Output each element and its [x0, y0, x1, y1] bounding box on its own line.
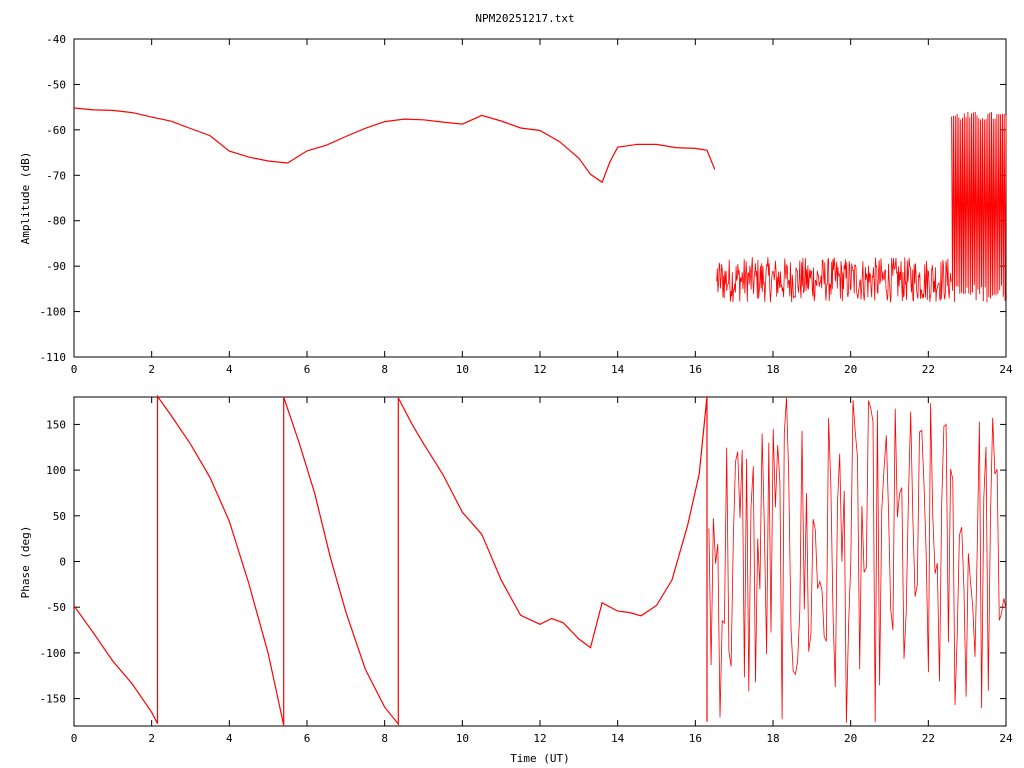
phase-x-tick-label: 22	[922, 732, 935, 745]
amplitude-noise-band	[716, 257, 952, 303]
phase-axis-ticks: 0 2 4 6 8 10 12 14 16 18 20 22 24150100500-50-100-15…	[40, 397, 1013, 745]
chart-title: NPM20251217.txt	[475, 12, 574, 25]
phase-y-axis-label: Phase (deg)	[19, 526, 32, 599]
phase-y-tick-label: -100	[40, 647, 67, 660]
amplitude-x-tick-label: 14	[611, 363, 625, 376]
amplitude-y-tick-label: -100	[40, 306, 67, 319]
phase-x-tick-label: 4	[226, 732, 233, 745]
amplitude-x-tick-label: 12	[533, 363, 546, 376]
phase-y-tick-label: 0	[59, 556, 66, 569]
phase-x-tick-label: 0	[71, 732, 78, 745]
amplitude-recovery-band	[951, 111, 1007, 303]
amplitude-y-axis-label: Amplitude (dB)	[19, 152, 32, 245]
phase-x-tick-label: 8	[381, 732, 388, 745]
phase-x-tick-label: 2	[148, 732, 155, 745]
phase-x-tick-label: 16	[689, 732, 702, 745]
amplitude-x-tick-label: 0	[71, 363, 78, 376]
phase-x-tick-label: 14	[611, 732, 625, 745]
amplitude-x-tick-label: 16	[689, 363, 702, 376]
amplitude-x-tick-label: 22	[922, 363, 935, 376]
amplitude-y-tick-label: -70	[46, 169, 66, 182]
phase-y-tick-label: -150	[40, 693, 67, 706]
amplitude-x-tick-label: 8	[381, 363, 388, 376]
phase-x-tick-label: 10	[456, 732, 469, 745]
amplitude-plot-frame	[73, 38, 1007, 358]
amplitude-y-tick-label: -80	[46, 215, 66, 228]
phase-series	[73, 394, 1007, 726]
amplitude-x-tick-label: 20	[844, 363, 857, 376]
amplitude-axis-ticks: 0 2 4 6 8 10 12 14 16 18 20 22 24-40-50-60-70-80-90-…	[40, 33, 1013, 376]
phase-x-tick-label: 12	[533, 732, 546, 745]
phase-y-tick-label: 100	[46, 464, 66, 477]
phase-x-tick-label: 6	[304, 732, 311, 745]
amplitude-series	[73, 107, 1007, 303]
amplitude-y-tick-label: -40	[46, 33, 66, 46]
amplitude-x-tick-label: 4	[226, 363, 233, 376]
phase-x-tick-label: 18	[766, 732, 779, 745]
phase-y-tick-label: -50	[46, 601, 66, 614]
x-axis-label: Time (UT)	[510, 752, 570, 765]
amplitude-y-tick-label: -110	[40, 351, 67, 364]
phase-x-tick-label: 24	[999, 732, 1013, 745]
amplitude-x-tick-label: 6	[304, 363, 311, 376]
amplitude-y-tick-label: -60	[46, 124, 66, 137]
amplitude-x-tick-label: 18	[766, 363, 779, 376]
phase-noise-band	[708, 397, 1007, 723]
amplitude-y-tick-label: -90	[46, 260, 66, 273]
amplitude-line	[73, 107, 716, 184]
phase-line	[73, 394, 708, 726]
amplitude-x-tick-label: 24	[999, 363, 1013, 376]
phase-y-tick-label: 150	[46, 418, 66, 431]
amplitude-y-tick-label: -50	[46, 78, 66, 91]
amplitude-x-tick-label: 2	[148, 363, 155, 376]
phase-x-tick-label: 20	[844, 732, 857, 745]
phase-y-tick-label: 50	[53, 510, 66, 523]
amplitude-x-tick-label: 10	[456, 363, 469, 376]
